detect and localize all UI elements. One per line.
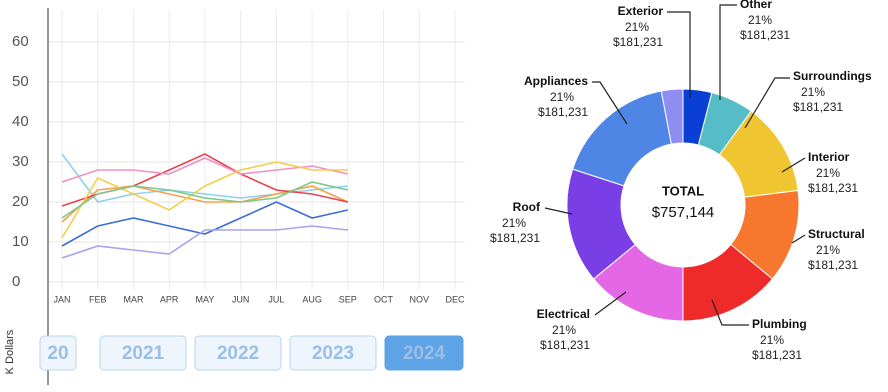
leader-line [594,291,627,316]
segment-percent: 21% [552,323,576,337]
series-line [61,225,348,259]
year-tab-label[interactable]: 2022 [217,343,259,364]
x-tick-label: OCT [374,294,394,304]
segment-amount: $181,231 [793,100,843,114]
x-tick-label: DEC [445,294,465,304]
leader-line [744,77,790,129]
leader-line [711,299,749,326]
segment-percent: 21% [550,90,574,104]
segment-amount: $181,231 [740,28,790,42]
year-tab[interactable] [289,335,377,371]
series-line [61,161,348,239]
year-tab-label[interactable]: 20 [47,343,68,364]
x-tick-label: JAN [53,294,70,304]
series-line [61,201,348,247]
segment-name: Plumbing [752,317,807,331]
x-tick-label: SEP [339,294,357,304]
leader-line [781,157,806,173]
x-tick-label: APR [160,294,179,304]
segment-percent: 21% [816,166,840,180]
segment-amount: $181,231 [808,258,858,272]
donut-segment [660,88,684,145]
segment-percent: 21% [502,216,526,230]
y-tick-label: 50 [12,73,29,90]
leader-line [791,234,806,244]
year-tab-label[interactable]: 2023 [312,343,354,364]
y-axis-label: K Dollars [4,329,16,374]
y-tick-label: 30 [12,153,29,170]
segment-amount: $181,231 [538,105,588,119]
x-tick-label: AUG [302,294,322,304]
x-tick-label: JUN [232,294,250,304]
leader-line [544,207,573,215]
series-line [61,185,349,223]
year-tab[interactable] [39,335,77,371]
x-tick-label: MAY [195,294,214,304]
x-tick-label: MAR [123,294,144,304]
donut-total-title: TOTAL [662,183,704,198]
leader-line [592,81,628,125]
segment-name: Interior [808,150,850,164]
segment-amount: $181,231 [808,181,858,195]
y-tick-label: 0 [12,273,20,290]
segment-name: Appliances [524,74,588,88]
y-tick-label: 60 [12,33,29,50]
year-tab-label[interactable]: 2024 [403,343,446,364]
segment-amount: $181,231 [613,35,663,49]
segment-name: Roof [513,200,541,214]
segment-amount: $181,231 [752,348,802,362]
leader-line [667,11,691,98]
segment-name: Surroundings [793,69,872,83]
x-tick-label: NOV [410,294,430,304]
x-tick-label: JUL [268,294,284,304]
y-tick-label: 20 [12,193,29,210]
series-line [61,181,348,219]
series-line [61,153,348,203]
segment-percent: 21% [748,13,772,27]
segment-amount: $181,231 [540,338,590,352]
segment-name: Electrical [537,307,590,321]
segment-percent: 21% [760,333,784,347]
y-tick-label: 40 [12,113,29,130]
segment-percent: 21% [625,20,649,34]
x-tick-label: FEB [89,294,107,304]
leader-line [719,4,737,100]
segment-percent: 21% [801,85,825,99]
segment-name: Exterior [618,4,664,18]
y-tick-label: 10 [12,233,29,250]
segment-percent: 21% [816,243,840,257]
segment-amount: $181,231 [490,231,540,245]
donut-total-value: $757,144 [652,204,715,221]
year-tab-label[interactable]: 2021 [122,343,165,364]
year-tab[interactable] [99,335,187,371]
year-tab[interactable] [194,335,282,371]
segment-name: Other [740,0,772,11]
segment-name: Structural [808,227,865,241]
year-tab[interactable] [384,335,464,371]
